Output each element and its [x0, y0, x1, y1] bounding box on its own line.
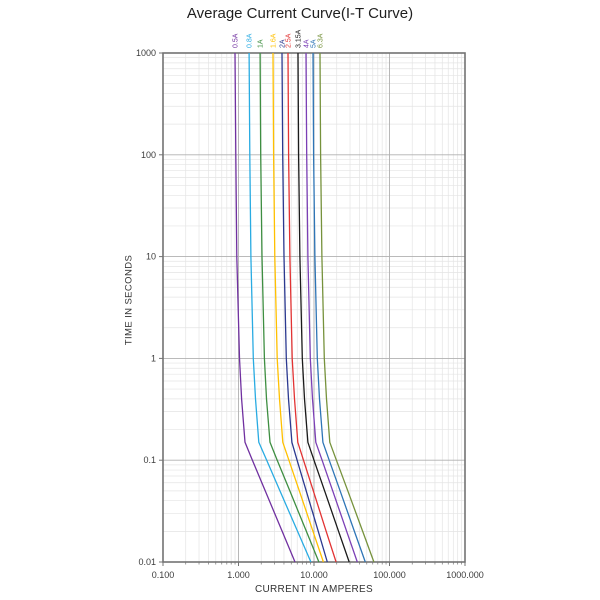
curve-2A	[281, 52, 328, 563]
x-tick-label: 1000.000	[446, 570, 484, 580]
y-tick-label: 0.1	[143, 455, 156, 465]
curve-4A	[305, 52, 358, 563]
curve-1A	[259, 52, 320, 563]
x-tick-label: 100.000	[373, 570, 406, 580]
curve-3.15A	[297, 52, 350, 563]
curve-label-1.6A: 1.6A	[271, 33, 278, 48]
y-tick-label: 10	[146, 252, 156, 262]
curve-label-5A: 5A	[311, 39, 318, 48]
curve-0.5A	[234, 52, 296, 563]
x-tick-label: 10.000	[300, 570, 328, 580]
curve-label-3.15A: 3.15A	[296, 29, 303, 48]
curve-label-1A: 1A	[258, 39, 265, 48]
curve-label-6.3A: 6.3A	[318, 33, 325, 48]
curve-0.8A	[248, 52, 312, 563]
curve-1.6A	[272, 52, 325, 563]
curve-label-0.8A: 0.8A	[247, 33, 254, 48]
curve-5A	[312, 52, 366, 563]
y-tick-label: 1000	[136, 48, 156, 58]
curve-6.3A	[319, 52, 375, 563]
x-tick-label: 1.000	[227, 570, 250, 580]
curve-label-2A: 2A	[280, 39, 287, 48]
x-tick-label: 0.100	[152, 570, 175, 580]
y-tick-label: 0.01	[138, 557, 156, 567]
plot-border	[162, 52, 466, 563]
x-axis-title: CURRENT IN AMPERES	[254, 584, 373, 595]
curve-label-2.5A: 2.5A	[286, 33, 293, 48]
y-tick-label: 1	[151, 353, 156, 363]
y-tick-label: 100	[141, 150, 156, 160]
curve-2.5A	[287, 52, 337, 563]
chart-title: Average Current Curve(I-T Curve)	[186, 5, 414, 22]
curve-label-4A: 4A	[304, 39, 311, 48]
curve-label-0.5A: 0.5A	[233, 33, 240, 48]
